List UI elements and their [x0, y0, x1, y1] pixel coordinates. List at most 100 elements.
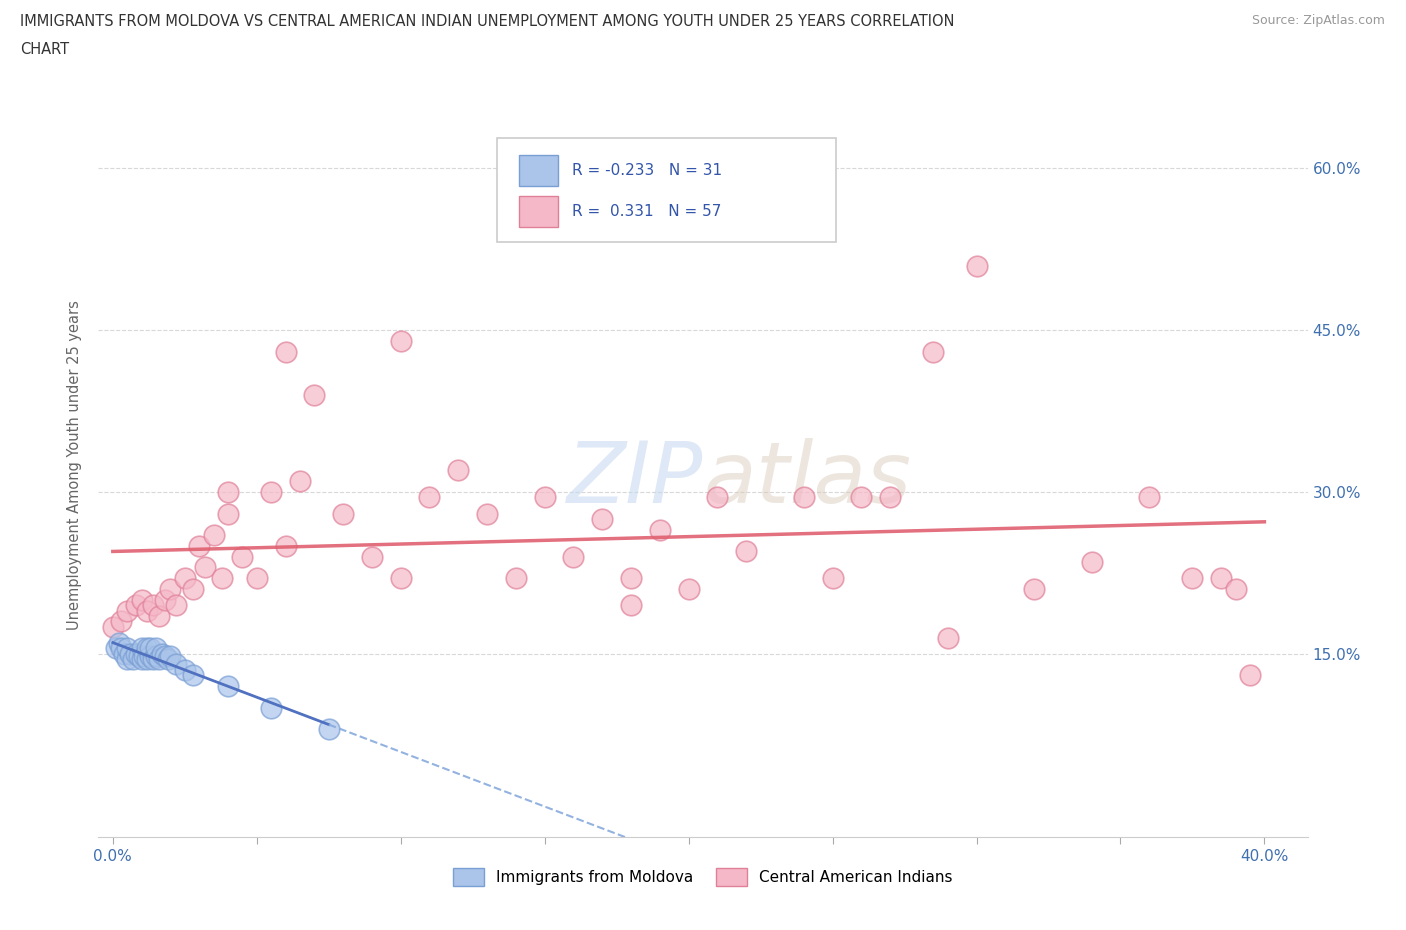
- Point: [260, 485, 283, 499]
- Y-axis label: Unemployment Among Youth under 25 years: Unemployment Among Youth under 25 years: [67, 300, 83, 630]
- Point: [211, 571, 233, 586]
- Point: [173, 571, 195, 586]
- Point: [505, 571, 527, 586]
- Point: [159, 648, 181, 663]
- Point: [148, 652, 170, 667]
- Text: R = -0.233   N = 31: R = -0.233 N = 31: [572, 163, 723, 178]
- Point: [110, 614, 132, 629]
- Point: [165, 598, 187, 613]
- Point: [678, 581, 700, 596]
- Point: [922, 344, 945, 359]
- Point: [115, 641, 138, 656]
- Point: [231, 550, 253, 565]
- Point: [202, 527, 225, 542]
- Point: [591, 512, 613, 526]
- Point: [107, 635, 129, 650]
- Point: [194, 560, 217, 575]
- Point: [648, 523, 671, 538]
- Point: [389, 334, 412, 349]
- Point: [304, 388, 326, 403]
- Point: [125, 598, 148, 613]
- Point: [150, 646, 173, 661]
- Point: [1022, 581, 1045, 596]
- Point: [153, 592, 176, 607]
- Point: [125, 646, 148, 661]
- Point: [136, 641, 159, 656]
- Point: [533, 490, 555, 505]
- Point: [115, 604, 138, 618]
- Text: Source: ZipAtlas.com: Source: ZipAtlas.com: [1251, 14, 1385, 27]
- Point: [145, 648, 167, 663]
- Point: [110, 641, 132, 656]
- Point: [134, 648, 156, 663]
- Point: [246, 571, 269, 586]
- Point: [361, 550, 384, 565]
- Point: [318, 722, 340, 737]
- Point: [159, 581, 181, 596]
- Text: atlas: atlas: [703, 438, 911, 522]
- Point: [418, 490, 440, 505]
- Point: [136, 652, 159, 667]
- Point: [139, 641, 162, 656]
- Text: CHART: CHART: [20, 42, 69, 57]
- Point: [142, 598, 165, 613]
- Point: [128, 648, 150, 663]
- Point: [101, 619, 124, 634]
- Point: [156, 652, 179, 667]
- Point: [851, 490, 873, 505]
- Point: [332, 506, 354, 521]
- FancyBboxPatch shape: [498, 138, 837, 242]
- Point: [936, 631, 959, 645]
- Point: [821, 571, 844, 586]
- Point: [142, 652, 165, 667]
- Point: [706, 490, 728, 505]
- Point: [183, 581, 205, 596]
- Point: [562, 550, 585, 565]
- Point: [131, 592, 153, 607]
- Point: [217, 679, 239, 694]
- Text: R =  0.331   N = 57: R = 0.331 N = 57: [572, 204, 721, 219]
- Legend: Immigrants from Moldova, Central American Indians: Immigrants from Moldova, Central America…: [447, 862, 959, 893]
- Point: [620, 598, 643, 613]
- Point: [966, 259, 988, 273]
- Point: [1225, 581, 1247, 596]
- Point: [1080, 554, 1102, 569]
- FancyBboxPatch shape: [519, 155, 558, 186]
- Point: [879, 490, 901, 505]
- Point: [1181, 571, 1204, 586]
- Text: IMMIGRANTS FROM MOLDOVA VS CENTRAL AMERICAN INDIAN UNEMPLOYMENT AMONG YOUTH UNDE: IMMIGRANTS FROM MOLDOVA VS CENTRAL AMERI…: [20, 14, 955, 29]
- Point: [131, 641, 153, 656]
- Point: [217, 485, 239, 499]
- Point: [153, 648, 176, 663]
- Point: [1137, 490, 1160, 505]
- Point: [475, 506, 498, 521]
- Point: [122, 652, 145, 667]
- Point: [1211, 571, 1233, 586]
- Point: [274, 538, 297, 553]
- Point: [120, 646, 142, 661]
- Point: [288, 473, 311, 488]
- Point: [173, 662, 195, 677]
- Point: [735, 544, 758, 559]
- Point: [112, 646, 135, 661]
- Point: [1239, 668, 1261, 683]
- Point: [447, 463, 470, 478]
- Point: [620, 571, 643, 586]
- Text: ZIP: ZIP: [567, 438, 703, 522]
- Point: [104, 641, 127, 656]
- Point: [793, 490, 815, 505]
- FancyBboxPatch shape: [519, 196, 558, 227]
- Point: [260, 700, 283, 715]
- Point: [183, 668, 205, 683]
- Point: [115, 652, 138, 667]
- Point: [145, 641, 167, 656]
- Point: [165, 657, 187, 671]
- Point: [136, 604, 159, 618]
- Point: [139, 648, 162, 663]
- Point: [148, 608, 170, 623]
- Point: [389, 571, 412, 586]
- Point: [274, 344, 297, 359]
- Point: [131, 652, 153, 667]
- Point: [188, 538, 211, 553]
- Point: [217, 506, 239, 521]
